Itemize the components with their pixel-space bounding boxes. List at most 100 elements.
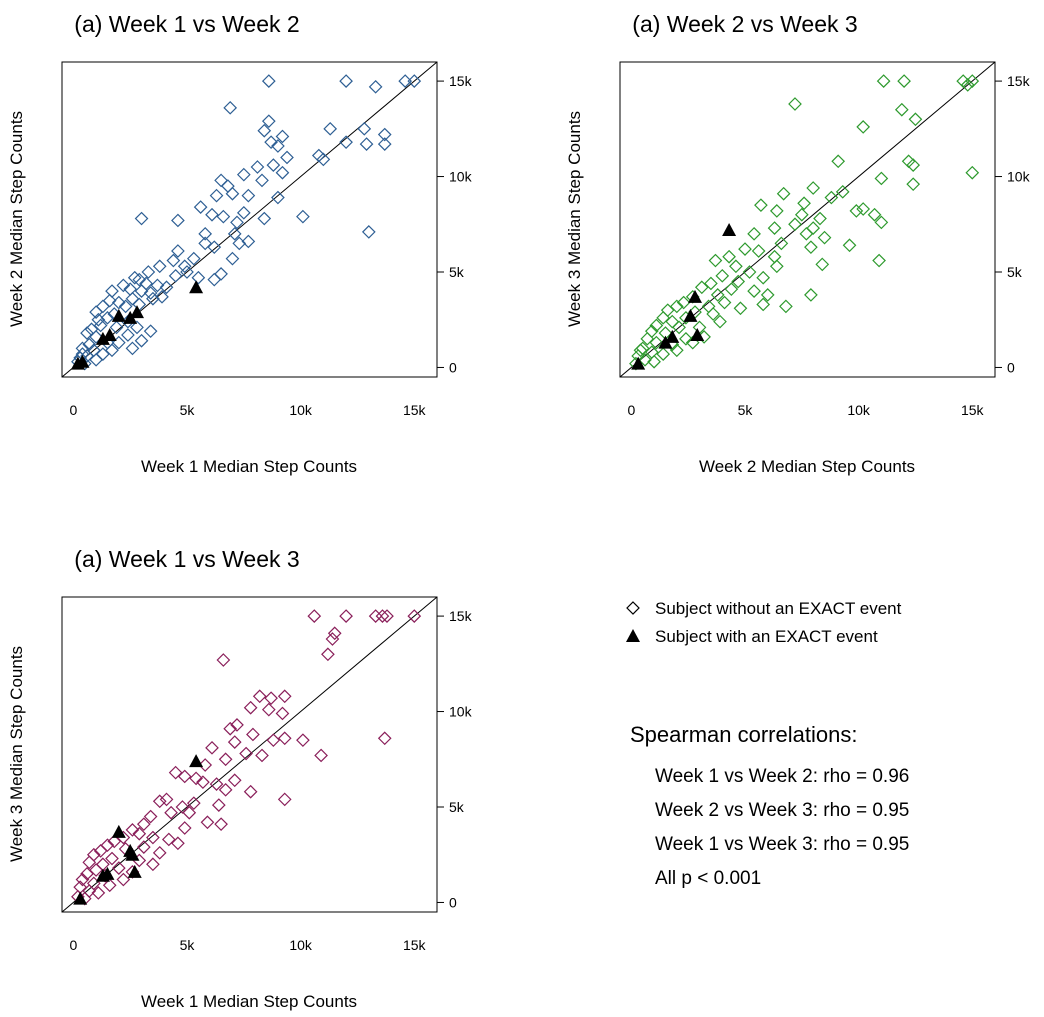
point-no-event [89, 863, 103, 877]
point-no-event [377, 731, 392, 746]
panel-week1-vs-week2: (a) Week 1 vs Week 2 0 5k 10k 15k 0 5k 10k 15k… [7, 11, 473, 476]
point-no-event [241, 234, 256, 249]
point-no-event [171, 836, 185, 851]
panel-week2-vs-week3: (a) Week 2 vs Week 3 0 5k 10k 15k 0 5k 10k 15k… [565, 11, 1031, 476]
point-no-event [159, 792, 174, 807]
point-no-event [205, 207, 219, 222]
point-no-event [134, 333, 149, 348]
point-no-event [214, 173, 228, 188]
point-no-event [146, 830, 160, 845]
point-no-event [180, 265, 194, 279]
point-no-event [368, 609, 383, 623]
point-no-event [177, 769, 192, 784]
point-no-event [676, 295, 691, 310]
point-no-event [731, 274, 746, 289]
point-no-event [164, 805, 178, 820]
point-no-event [141, 265, 156, 279]
point-no-event [339, 609, 353, 623]
point-no-event [93, 844, 108, 858]
point-no-event [815, 257, 830, 272]
point-no-event [118, 299, 133, 314]
point-no-event [647, 354, 661, 369]
x-tick-label: 0 [627, 402, 635, 418]
point-no-event [377, 137, 392, 151]
point-no-event [236, 167, 251, 182]
point-no-event [738, 242, 752, 256]
legend-label-open: Subject without an EXACT event [655, 599, 902, 618]
point-no-event [177, 821, 192, 835]
point-no-event [152, 259, 167, 274]
y-tick-label: 5k [1007, 264, 1023, 280]
point-no-event [159, 280, 174, 295]
point-no-event [93, 318, 108, 333]
point-no-event [769, 259, 784, 274]
point-no-event [82, 855, 97, 870]
point-no-event [246, 727, 260, 742]
point-no-event [177, 259, 192, 274]
point-no-event [116, 872, 131, 887]
point-no-event [243, 700, 258, 715]
point-no-event [255, 173, 269, 188]
point-no-event [856, 120, 871, 134]
point-no-event [223, 100, 238, 115]
x-axis-ticks: 0 5k 10k 15k [69, 402, 426, 418]
x-tick-label: 0 [69, 402, 77, 418]
point-no-event [252, 689, 267, 704]
data-points [71, 609, 422, 906]
point-no-event [198, 758, 213, 772]
point-no-event [704, 276, 718, 291]
point-with-event [722, 223, 737, 236]
point-no-event [314, 748, 328, 763]
y-tick-label: 0 [1007, 359, 1015, 375]
point-no-event [874, 215, 889, 230]
point-no-event [175, 800, 190, 814]
point-no-event [321, 647, 335, 662]
point-no-event [799, 226, 814, 241]
legend-item-filled: Subject with an EXACT event [626, 627, 878, 646]
y-axis-ticks: 0 5k 10k 15k [436, 608, 473, 910]
point-no-event [275, 165, 290, 180]
point-no-event [375, 609, 390, 623]
point-with-event [688, 289, 702, 303]
point-no-event [867, 207, 882, 222]
y-tick-label: 15k [449, 608, 473, 624]
point-no-event [656, 347, 671, 361]
point-no-event [218, 752, 233, 767]
point-no-event [640, 331, 655, 346]
point-no-event [250, 160, 265, 174]
point-no-event [747, 284, 761, 298]
point-no-event [89, 352, 103, 367]
point-no-event [638, 352, 652, 367]
point-with-event [73, 891, 88, 905]
point-no-event [897, 74, 911, 88]
point-no-event [227, 773, 242, 788]
y-tick-label: 5k [449, 799, 465, 815]
point-no-event [257, 123, 272, 138]
point-no-event [776, 186, 791, 201]
stats-line: Week 1 vs Week 3: rho = 0.95 [655, 834, 909, 855]
x-tick-label: 0 [69, 937, 77, 953]
point-no-event [806, 181, 821, 195]
point-with-event [100, 866, 115, 880]
point-no-event [767, 221, 782, 235]
y-axis-label: Week 3 Median Step Counts [565, 111, 584, 327]
point-no-event [143, 809, 158, 824]
point-no-event [211, 798, 226, 812]
point-no-event [191, 270, 206, 285]
reference-line [61, 596, 438, 913]
panel-title: (a) Week 1 vs Week 3 [74, 546, 299, 572]
point-no-event [80, 326, 94, 340]
x-tick-label: 10k [847, 402, 871, 418]
point-no-event [271, 190, 285, 205]
point-with-event [189, 280, 204, 294]
y-tick-label: 15k [449, 73, 473, 89]
point-no-event [842, 238, 857, 253]
point-no-event [121, 328, 135, 342]
point-with-event [95, 331, 110, 345]
point-no-event [797, 196, 811, 211]
point-no-event [100, 838, 115, 853]
point-no-event [134, 284, 149, 298]
point-no-event [266, 158, 281, 172]
x-tick-label: 5k [180, 402, 196, 418]
point-no-event [109, 320, 124, 335]
